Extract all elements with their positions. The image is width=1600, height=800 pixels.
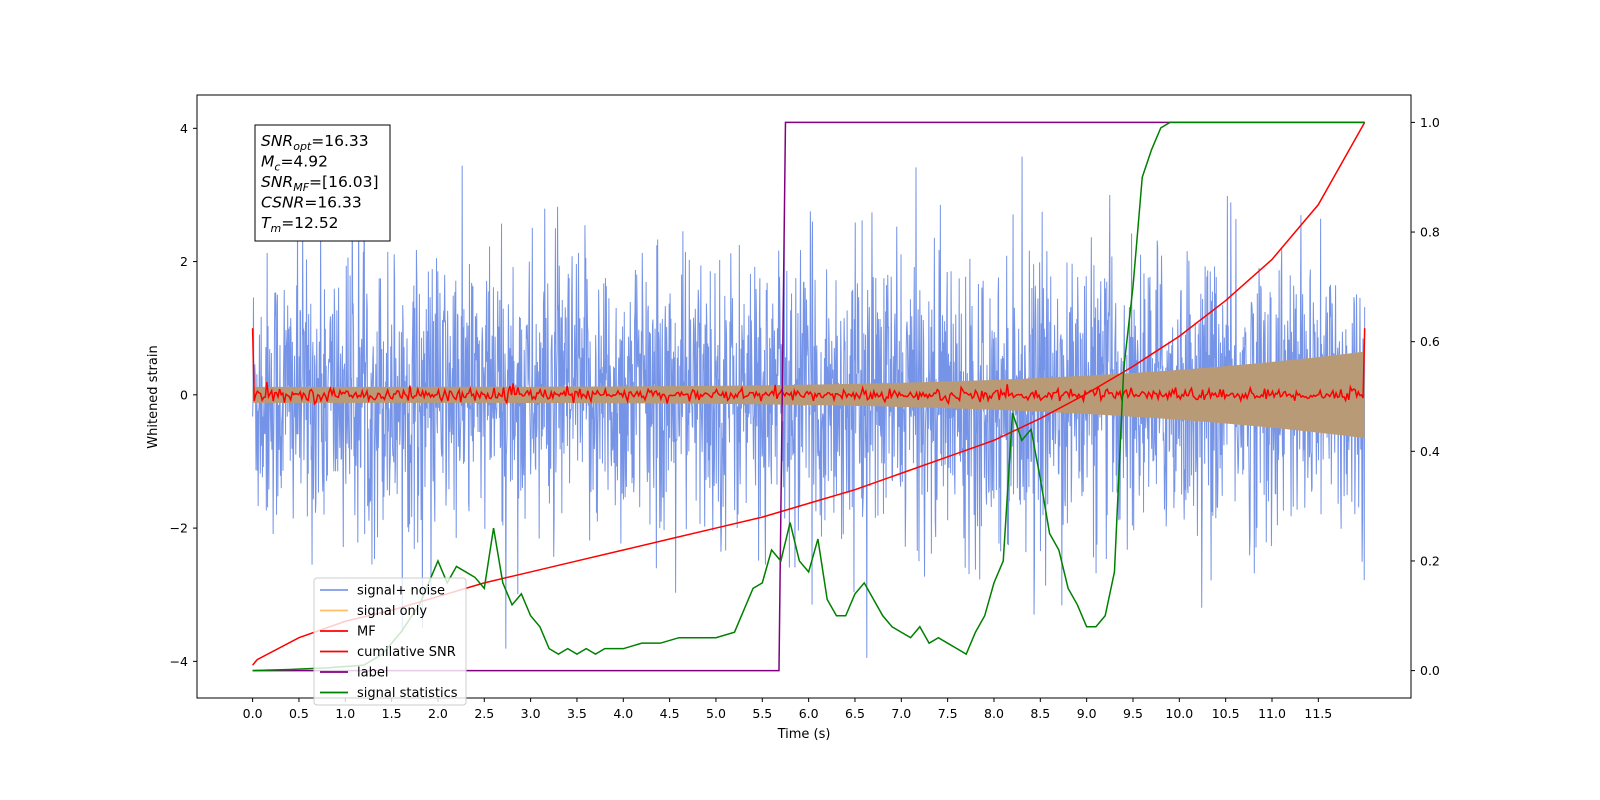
x-tick-label: 5.5 (752, 706, 772, 721)
y-axis-left: −4 −2 0 2 4 (170, 121, 197, 669)
annotation-line: Tm=12.52 (261, 214, 339, 235)
y-left-tick-label: 0 (180, 387, 188, 402)
x-tick-label: 7.5 (938, 706, 958, 721)
legend-item-signal-statistics: signal statistics (320, 686, 458, 701)
legend-label: signal statistics (357, 686, 458, 701)
y-axis-label: Whitened strain (146, 345, 161, 448)
legend-item-signal-noise: signal+ noise (320, 584, 445, 599)
x-tick-label: 7.0 (891, 706, 911, 721)
legend-item-mf: MF (320, 625, 376, 640)
x-tick-label: 11.5 (1304, 706, 1332, 721)
annotation-line: SNRopt=16.33 (261, 132, 369, 153)
annotation-line: Mc=4.92 (261, 153, 328, 174)
y-right-tick-label: 0.4 (1420, 444, 1440, 459)
legend: signal+ noise signal only MF cumilative SNR… (313, 577, 467, 706)
x-axis: 0.0 0.5 1.0 1.5 2.0 2.5 3.0 3.5 4.0 4.5 5.0 5.5 6.0 6… (243, 698, 1332, 721)
x-tick-label: 6.0 (799, 706, 819, 721)
x-tick-label: 10.0 (1165, 706, 1193, 721)
y-left-tick-label: −4 (170, 654, 188, 669)
x-tick-label: 5.0 (706, 706, 726, 721)
legend-item-label: label (320, 666, 388, 681)
y-right-tick-label: 0.2 (1420, 553, 1440, 568)
y-right-tick-label: 0.6 (1420, 334, 1440, 349)
y-left-tick-label: 2 (180, 254, 188, 269)
y-right-tick-label: 0.0 (1420, 663, 1440, 678)
x-tick-label: 4.5 (660, 706, 680, 721)
x-tick-label: 1.0 (335, 706, 355, 721)
x-axis-label: Time (s) (777, 727, 831, 742)
x-tick-label: 0.0 (243, 706, 263, 721)
x-tick-label: 9.5 (1123, 706, 1143, 721)
series-signal-statistics (252, 121, 1365, 672)
x-tick-label: 9.0 (1077, 706, 1097, 721)
x-tick-label: 3.0 (521, 706, 541, 721)
y-axis-right: 0.0 0.2 0.4 0.6 0.8 1.0 (1411, 115, 1440, 678)
x-tick-label: 2.5 (474, 706, 494, 721)
legend-label: label (357, 666, 388, 681)
y-left-tick-label: 4 (180, 121, 188, 136)
legend-frame (313, 577, 467, 706)
annotation-line: CSNR=16.33 (261, 194, 362, 212)
x-tick-label: 11.0 (1258, 706, 1286, 721)
x-tick-label: 10.5 (1212, 706, 1240, 721)
x-tick-label: 6.5 (845, 706, 865, 721)
legend-label: cumilative SNR (357, 645, 456, 660)
x-tick-label: 1.5 (382, 706, 402, 721)
y-left-tick-label: −2 (170, 521, 188, 536)
x-tick-label: 2.0 (428, 706, 448, 721)
series-label (252, 121, 1365, 672)
legend-item-signal-only: signal only (320, 604, 427, 619)
legend-label: signal only (357, 604, 427, 619)
plot-frame (196, 94, 1412, 699)
annotation-box: SNRopt=16.33Mc=4.92SNRMF=[16.03]CSNR=16.… (254, 124, 391, 242)
series-mf (251, 328, 1366, 406)
annotation-frame (254, 124, 391, 242)
x-tick-label: 3.5 (567, 706, 587, 721)
x-tick-label: 4.0 (613, 706, 633, 721)
legend-label: signal+ noise (357, 584, 445, 599)
y-right-tick-label: 0.8 (1420, 225, 1440, 240)
legend-item-cumilative-snr: cumilative SNR (320, 645, 456, 660)
y-right-tick-label: 1.0 (1420, 115, 1440, 130)
x-tick-label: 0.5 (289, 706, 309, 721)
annotation-line: SNRMF=[16.03] (261, 173, 379, 194)
x-tick-label: 8.5 (1030, 706, 1050, 721)
legend-label: MF (357, 625, 376, 640)
x-tick-label: 8.0 (984, 706, 1004, 721)
